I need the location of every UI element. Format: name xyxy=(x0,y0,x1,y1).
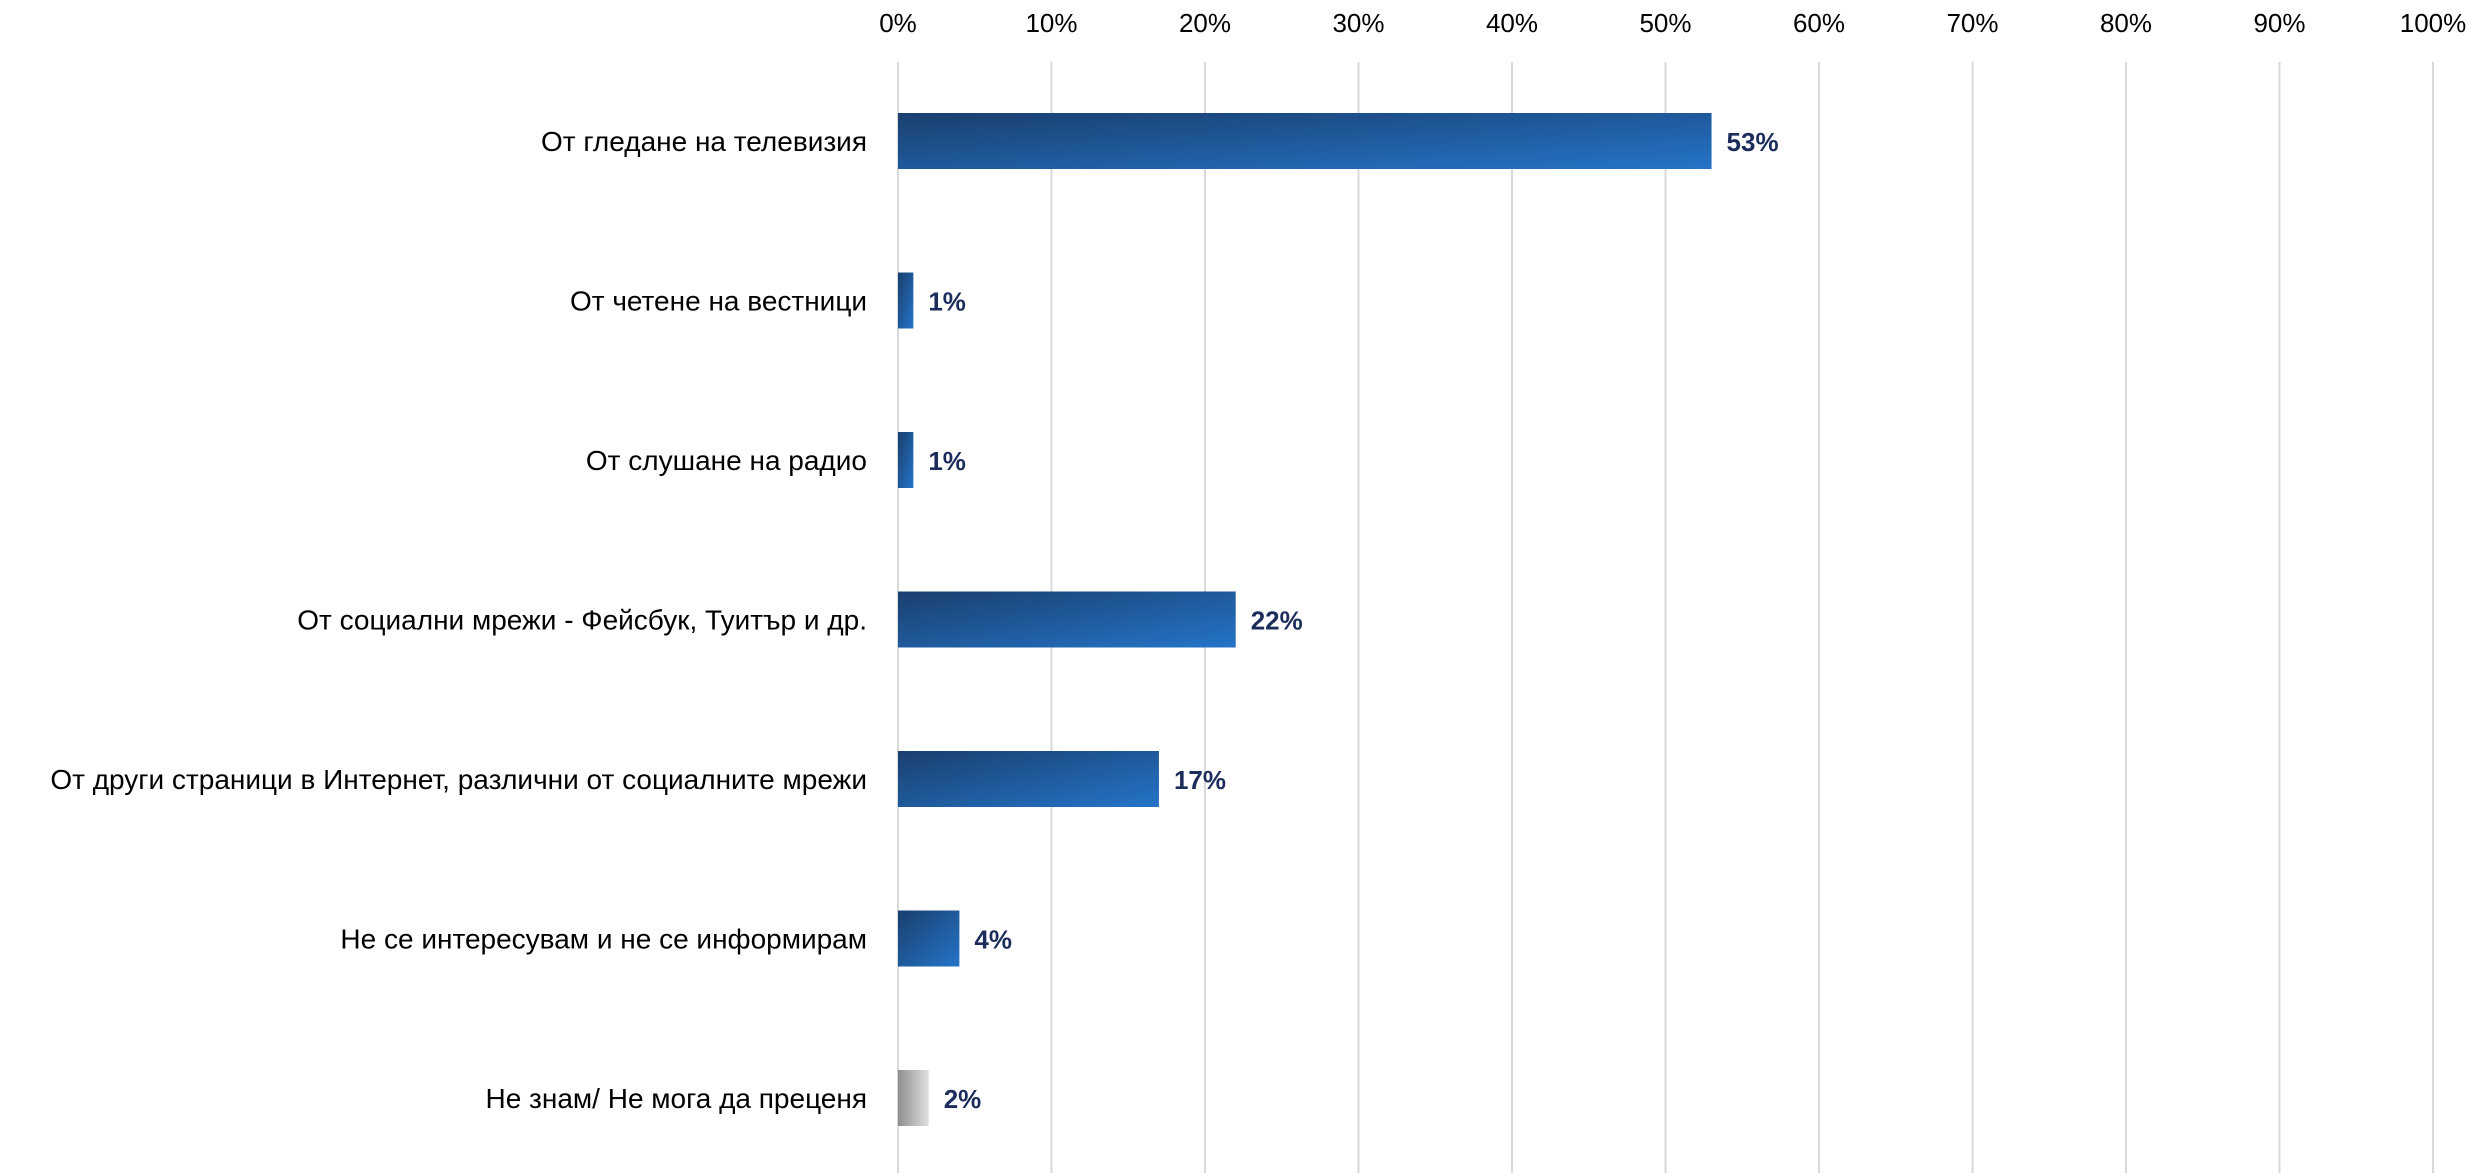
x-tick-label: 70% xyxy=(1946,8,1998,38)
data-label: 17% xyxy=(1174,765,1226,795)
bar xyxy=(898,751,1159,807)
x-tick-label: 40% xyxy=(1486,8,1538,38)
x-tick-label: 0% xyxy=(879,8,917,38)
x-tick-label: 10% xyxy=(1025,8,1077,38)
bar xyxy=(898,432,914,488)
category-labels: От гледане на телевизия От четене на вест… xyxy=(50,126,867,1114)
bar xyxy=(898,272,914,329)
x-tick-label: 60% xyxy=(1793,8,1845,38)
x-axis-ticks: 0% 10% 20% 30% 40% 50% 60% 70% 80% 90% 100% xyxy=(879,8,2466,38)
data-labels: 53% 1% 1% 22% 17% 4% 2% xyxy=(928,127,1778,1114)
category-label: Не знам/ Не мога да преценя xyxy=(485,1083,867,1114)
data-label: 53% xyxy=(1727,127,1779,157)
bar xyxy=(898,591,1236,648)
x-tick-label: 90% xyxy=(2253,8,2305,38)
x-tick-label: 30% xyxy=(1332,8,1384,38)
category-label: От гледане на телевизия xyxy=(541,126,867,157)
x-tick-label: 20% xyxy=(1179,8,1231,38)
category-label: Не се интересувам и не се информирам xyxy=(340,924,867,955)
data-label: 2% xyxy=(944,1084,982,1114)
category-label: От четене на вестници xyxy=(570,286,867,317)
bar xyxy=(898,1070,929,1126)
gridlines xyxy=(897,62,2434,1173)
x-tick-label: 80% xyxy=(2100,8,2152,38)
category-label: От други страници в Интернет, различни о… xyxy=(50,764,867,795)
data-label: 4% xyxy=(974,925,1012,955)
bar xyxy=(898,113,1712,169)
x-tick-label: 50% xyxy=(1639,8,1691,38)
x-tick-label: 100% xyxy=(2400,8,2467,38)
data-label: 1% xyxy=(928,287,966,317)
bars xyxy=(898,113,1712,1126)
category-label: От социални мрежи - Фейсбук, Туитър и др… xyxy=(297,605,867,636)
bar xyxy=(898,910,960,967)
data-label: 22% xyxy=(1251,606,1303,636)
category-label: От слушане на радио xyxy=(586,445,867,476)
data-label: 1% xyxy=(928,446,966,476)
